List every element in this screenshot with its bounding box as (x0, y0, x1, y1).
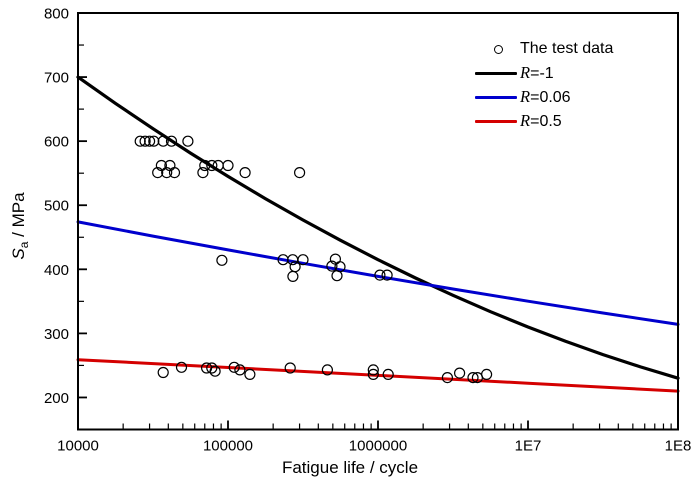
test-data-point (199, 159, 211, 172)
test-data-point (209, 365, 221, 377)
legend-item-r-05: R=0.5 (450, 109, 613, 133)
test-data-point (239, 167, 251, 179)
test-data-point (287, 270, 299, 282)
test-data-point (152, 167, 164, 179)
legend-item-test-data: The test data (450, 37, 613, 61)
test-data-point (454, 367, 466, 379)
test-data-point (467, 372, 479, 384)
test-data-point (175, 361, 188, 373)
legend-key (450, 95, 517, 99)
test-data-point (161, 167, 173, 179)
legend-key (450, 71, 517, 75)
legend: The test data R=-1 R=0.06 R=0.5 (450, 37, 613, 133)
legend-label: R=0.06 (520, 87, 571, 106)
test-data-point (374, 269, 386, 281)
open-circle-marker-icon (494, 44, 503, 54)
y-tick-label: 800 (44, 6, 69, 23)
x-axis-title: Fatigue life / cycle (281, 458, 419, 477)
y-axis-symbol: S (8, 248, 28, 260)
x-tick-label: 1000000 (349, 438, 407, 455)
x-tick-label: 1E7 (515, 438, 542, 455)
x-tick-label: 100000 (203, 438, 253, 455)
line-swatch-blue (475, 95, 517, 99)
y-axis-unit: / MPa (8, 192, 28, 242)
test-data-point (294, 167, 306, 179)
test-data-point (234, 364, 246, 376)
test-data-point (297, 254, 309, 266)
test-data-point (182, 135, 194, 147)
test-data-point (165, 135, 178, 147)
legend-key (450, 44, 517, 54)
test-data-point (321, 364, 333, 376)
x-tick-label: 10000 (57, 438, 99, 455)
legend-item-r-006: R=0.06 (450, 85, 613, 109)
y-axis-subscript: a (17, 241, 32, 249)
test-data-point (144, 135, 156, 147)
test-data-point (155, 159, 167, 172)
test-data-point (381, 269, 393, 281)
test-data-point (228, 361, 240, 373)
test-data-point (148, 135, 160, 147)
test-data-point (222, 159, 234, 172)
test-data-point (206, 159, 218, 172)
y-axis-title: Sa / MPa (9, 192, 31, 259)
test-data-point (331, 270, 343, 282)
y-tick-label: 400 (44, 262, 69, 279)
line-swatch-black (475, 71, 517, 75)
test-data-point (216, 254, 228, 266)
test-data-point (157, 135, 169, 147)
y-tick-label: 200 (44, 390, 69, 407)
legend-key (450, 119, 517, 123)
test-data-point (206, 362, 218, 374)
test-data-point (441, 372, 453, 384)
curve-r-006 (76, 220, 680, 326)
x-tick-label: 1E8 (665, 438, 692, 455)
test-data-point (382, 368, 394, 380)
legend-label: R=-1 (520, 63, 554, 82)
test-data-point (326, 260, 338, 272)
test-data-point (284, 362, 296, 374)
legend-label: R=0.5 (520, 111, 562, 130)
curve-r-neg1 (76, 75, 680, 380)
test-data-point (244, 368, 256, 380)
y-tick-label: 700 (44, 70, 69, 87)
plot-frame (77, 12, 679, 431)
y-tick-label: 600 (44, 134, 69, 151)
y-tick-label: 500 (44, 198, 69, 215)
test-data-point (168, 167, 181, 179)
test-data-point (139, 135, 151, 147)
test-data-point (367, 368, 379, 380)
y-tick-label: 300 (44, 326, 69, 343)
test-data-point (481, 368, 493, 380)
test-data-point (367, 364, 379, 376)
line-swatch-red (475, 119, 517, 123)
test-data-point (197, 167, 209, 179)
test-data-point (157, 366, 169, 379)
legend-item-r-neg1: R=-1 (450, 61, 613, 85)
legend-label: The test data (520, 40, 614, 57)
